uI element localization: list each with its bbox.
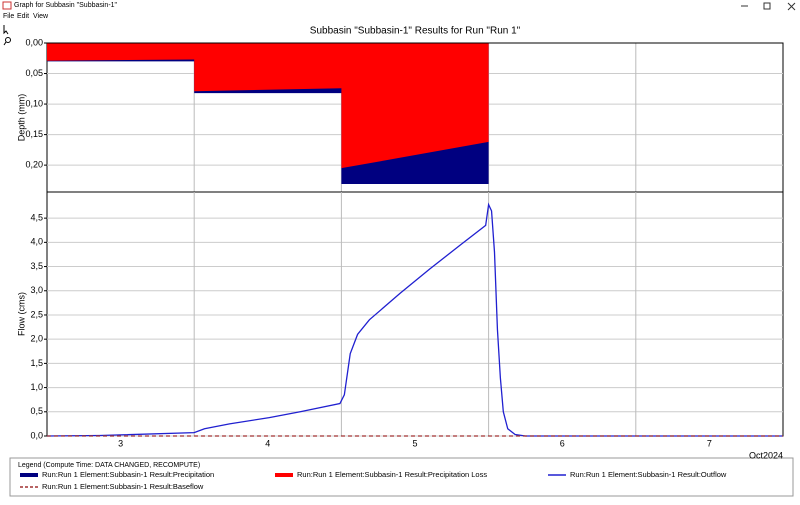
legend-label: Run:Run 1 Element:Subbasin-1 Result:Base… bbox=[42, 482, 204, 491]
x-tick-label: 5 bbox=[412, 438, 417, 448]
close[interactable] bbox=[787, 2, 796, 11]
pointer-tool[interactable] bbox=[3, 25, 9, 35]
x-tick-label: 6 bbox=[560, 438, 565, 448]
y-tick-label: 2,5 bbox=[30, 309, 43, 319]
menu-item[interactable]: File bbox=[3, 13, 14, 20]
area bbox=[47, 43, 489, 169]
x-tick-label: 4 bbox=[265, 438, 270, 448]
chart-title: Subbasin "Subbasin-1" Results for Run "R… bbox=[310, 26, 521, 37]
y-tick-label: 1,0 bbox=[30, 382, 43, 392]
y-tick-label: 4,5 bbox=[30, 213, 43, 223]
y-tick-label: 0,10 bbox=[25, 98, 43, 108]
y-tick-label: 0,0 bbox=[30, 430, 43, 440]
maximize[interactable] bbox=[763, 2, 771, 10]
y-tick-label: 3,5 bbox=[30, 261, 43, 271]
legend-label: Run:Run 1 Element:Subbasin-1 Result:Prec… bbox=[42, 470, 214, 479]
y-tick-label: 0,00 bbox=[25, 37, 43, 47]
y-tick-label: 0,15 bbox=[25, 129, 43, 139]
app-icon bbox=[2, 1, 12, 10]
zoom-tool[interactable] bbox=[5, 37, 11, 43]
legend-label: Run:Run 1 Element:Subbasin-1 Result:Outf… bbox=[570, 470, 727, 479]
y-tick-label: 4,0 bbox=[30, 237, 43, 247]
x-tick-label: 3 bbox=[118, 438, 123, 448]
y-axis-label: Depth (mm) bbox=[16, 94, 26, 142]
x-tick-label: 7 bbox=[707, 438, 712, 448]
legend-title: Legend (Compute Time: DATA CHANGED, RECO… bbox=[18, 462, 200, 469]
legend-label: Run:Run 1 Element:Subbasin-1 Result:Prec… bbox=[297, 470, 487, 479]
y-tick-label: 1,5 bbox=[30, 358, 43, 368]
menu-item[interactable]: Edit bbox=[17, 13, 29, 20]
menu-item[interactable]: View bbox=[33, 13, 49, 20]
y-tick-label: 2,0 bbox=[30, 334, 43, 344]
zoom-tool-handle bbox=[3, 41, 7, 46]
y-axis-label: Flow (cms) bbox=[16, 292, 26, 336]
y-tick-label: 0,20 bbox=[25, 160, 43, 170]
x-axis-label: Oct2024 bbox=[749, 450, 783, 460]
plot-area bbox=[46, 191, 784, 437]
y-tick-label: 3,0 bbox=[30, 285, 43, 295]
window-title: Graph for Subbasin "Subbasin-1" bbox=[14, 2, 118, 9]
line bbox=[46, 202, 783, 437]
legend-box bbox=[9, 457, 794, 497]
y-tick-label: 0,05 bbox=[25, 68, 43, 78]
title-bar bbox=[0, 0, 800, 22]
y-tick-label: 0,5 bbox=[30, 406, 43, 416]
